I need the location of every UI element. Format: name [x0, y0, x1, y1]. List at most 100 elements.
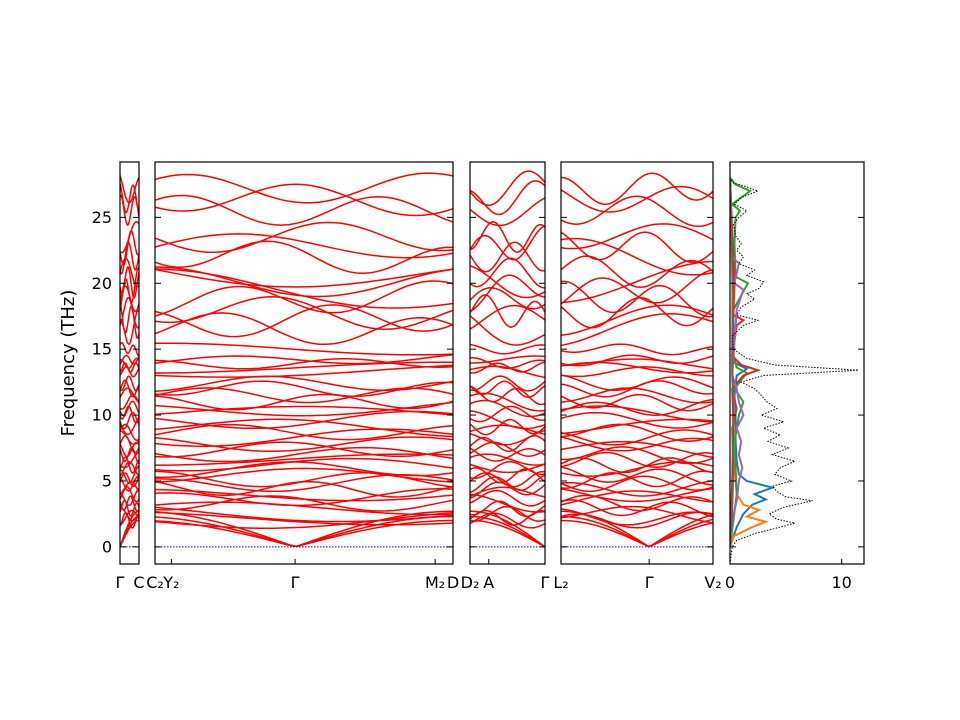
band-line	[561, 398, 713, 416]
band-line	[155, 221, 453, 254]
band-line	[120, 375, 139, 392]
band-line	[470, 418, 545, 436]
band-line	[155, 423, 453, 441]
band-line	[120, 400, 139, 417]
dos-panel: 0 10	[725, 161, 865, 592]
band-line	[120, 509, 139, 526]
panel-frame	[154, 161, 454, 565]
band-line	[155, 233, 453, 259]
band-line	[120, 499, 139, 518]
dos-x-tick-label: 10	[831, 573, 851, 592]
dos-projection-line	[730, 177, 762, 547]
x-tick-label: L₂	[553, 573, 568, 592]
band-line	[120, 393, 139, 410]
band-line	[470, 405, 545, 423]
dos-projection-line	[730, 177, 745, 547]
panel-frame	[560, 161, 714, 565]
band-line	[120, 486, 139, 503]
band-line	[155, 436, 453, 452]
y-tick-label: 20	[92, 274, 112, 293]
band-line	[470, 287, 545, 310]
band-line	[155, 387, 453, 404]
band-line	[155, 183, 453, 217]
band-line	[561, 394, 713, 412]
band-line	[120, 175, 139, 204]
band-line	[155, 380, 453, 398]
band-line	[470, 463, 545, 474]
band-line	[120, 423, 139, 442]
band-line	[561, 519, 713, 548]
band-line	[561, 231, 713, 264]
band-line	[470, 225, 545, 261]
band-line	[561, 508, 713, 526]
band-line	[561, 366, 713, 378]
band-line	[155, 467, 453, 484]
band-line	[155, 280, 453, 317]
band-line	[155, 405, 453, 416]
band-line	[155, 453, 453, 466]
band-line	[470, 410, 545, 430]
band-line	[120, 475, 139, 492]
band-panel-3: D₂ A Γ	[461, 161, 550, 592]
band-line	[470, 356, 545, 369]
band-line	[155, 240, 453, 275]
x-tick-label: Γ	[645, 573, 654, 592]
y-axis-label: Frequency (THz)	[58, 290, 79, 437]
band-line	[155, 461, 453, 479]
band-line	[470, 429, 545, 446]
band-line	[155, 194, 453, 226]
band-line	[561, 487, 713, 503]
band-line	[470, 361, 545, 374]
y-tick-label: 0	[102, 537, 112, 556]
band-line	[470, 180, 545, 216]
band-lines	[120, 175, 139, 548]
dos-curves	[730, 177, 859, 564]
panel-frame	[469, 161, 546, 565]
band-line	[155, 488, 453, 502]
band-line	[470, 460, 545, 479]
band-line	[470, 343, 545, 355]
band-line	[470, 392, 545, 412]
band-line	[470, 489, 545, 507]
x-tick-label: Y₂	[162, 573, 179, 592]
dos-projection-line	[730, 177, 738, 547]
band-line	[561, 304, 713, 337]
band-line	[470, 470, 545, 488]
band-line	[561, 185, 713, 213]
band-line	[120, 430, 139, 446]
band-line	[120, 405, 139, 424]
x-tick-label: M₂	[425, 573, 445, 592]
band-line	[155, 511, 453, 526]
x-tick-label: D₂	[461, 573, 480, 592]
band-line	[470, 170, 545, 207]
y-tick-label: 5	[102, 471, 112, 490]
band-line	[155, 488, 453, 507]
band-line	[155, 296, 453, 331]
band-line	[155, 506, 453, 523]
band-line	[561, 494, 713, 512]
band-line	[155, 361, 453, 374]
band-line	[561, 343, 713, 356]
band-line	[120, 354, 139, 365]
dos-x-tick-label: 0	[725, 573, 735, 592]
band-line	[155, 510, 453, 548]
band-line	[120, 446, 139, 464]
band-line	[120, 257, 139, 288]
band-line	[470, 375, 545, 392]
band-line	[470, 510, 545, 548]
band-line	[155, 375, 453, 392]
band-line	[120, 441, 139, 458]
band-line	[155, 457, 453, 472]
band-line	[120, 379, 139, 398]
band-line	[561, 172, 713, 206]
band-line	[155, 354, 453, 365]
band-line	[155, 418, 453, 438]
band-line	[120, 357, 139, 370]
band-panel-1: 0 5 10 15 20 25 Γ C	[92, 161, 145, 592]
band-line	[561, 480, 713, 497]
band-line	[561, 470, 713, 489]
band-line	[561, 505, 713, 524]
band-line	[470, 221, 545, 253]
band-line	[561, 499, 713, 518]
band-line	[561, 223, 713, 250]
